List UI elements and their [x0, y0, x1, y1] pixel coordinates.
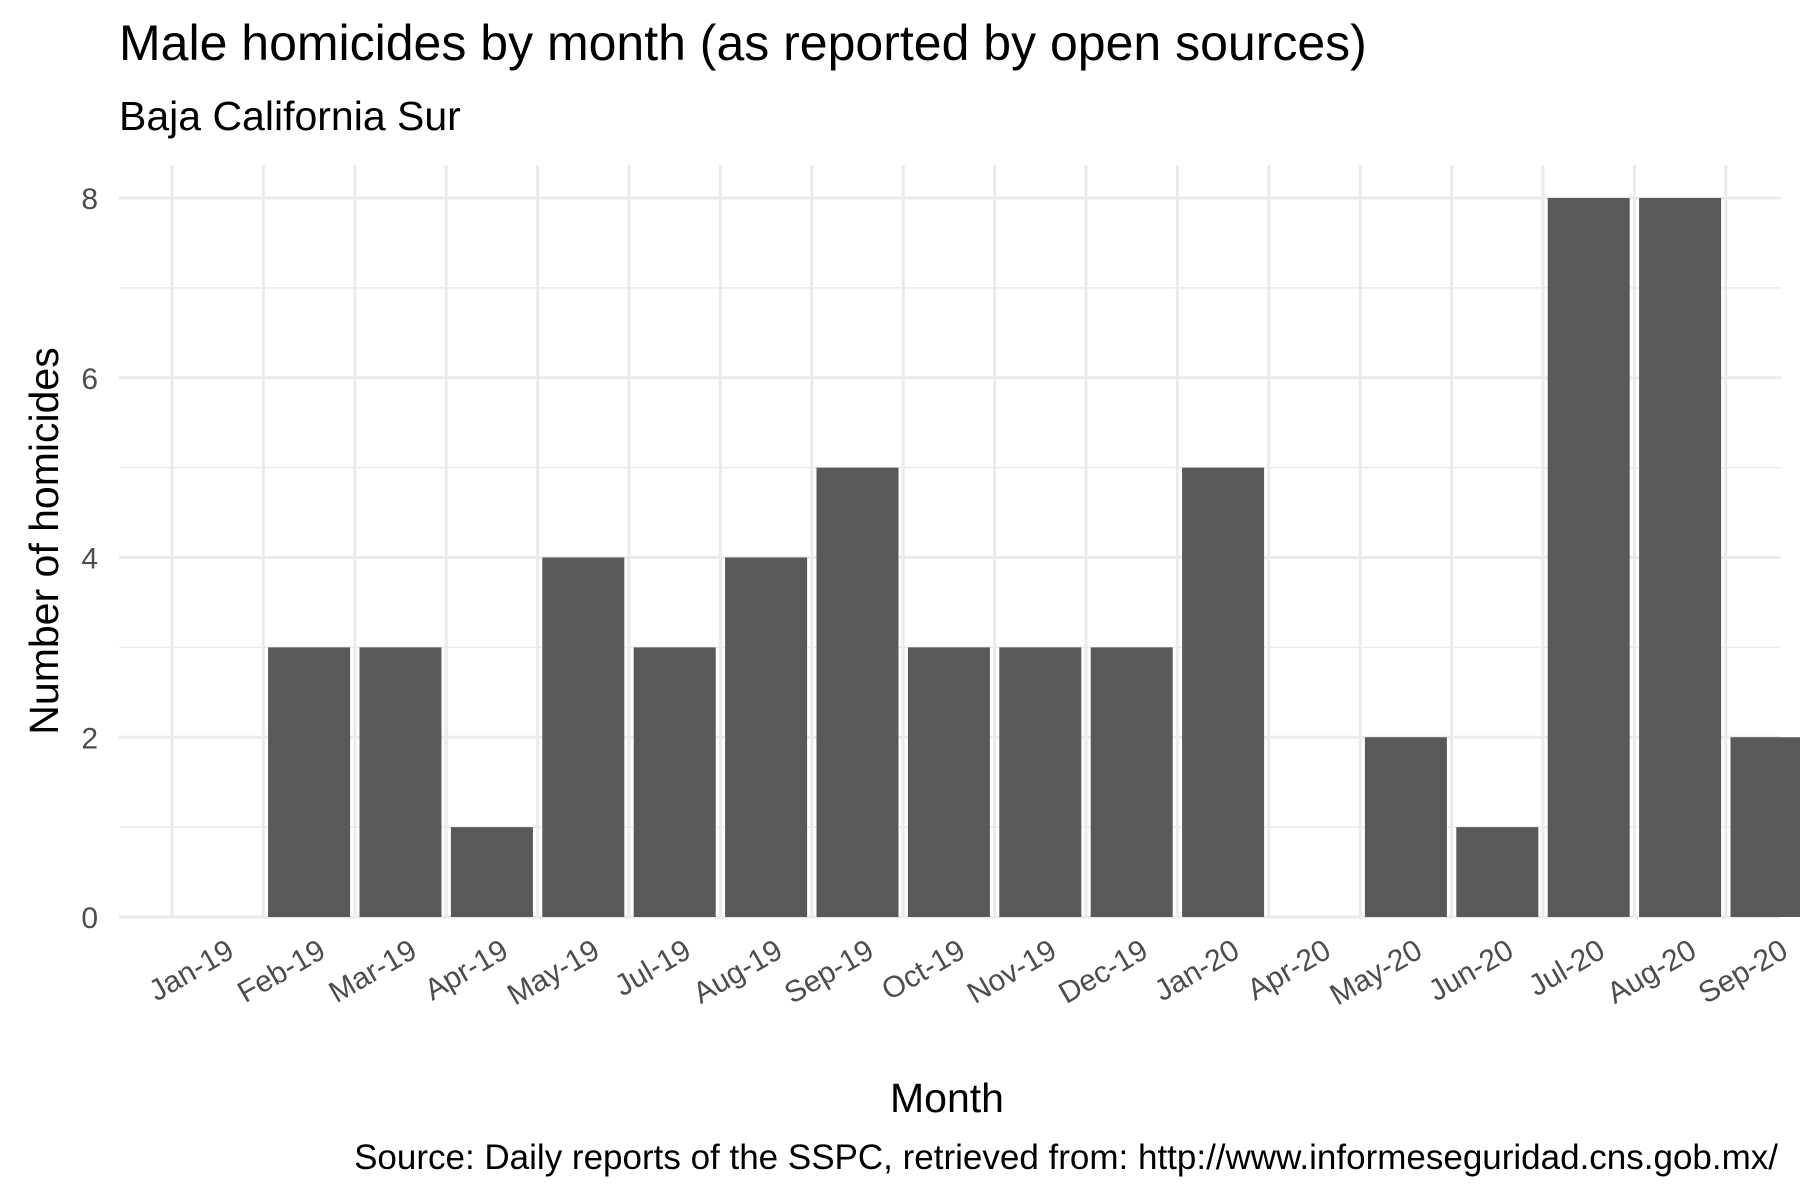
- x-tick-label: Mar-19: [324, 933, 423, 1009]
- x-tick-label: Aug-19: [688, 933, 788, 1010]
- y-axis-ticks: 0 2 4 6 8: [81, 183, 98, 935]
- y-tick-label: 6: [81, 363, 98, 396]
- chart-title: Male homicides by month (as reported by …: [119, 15, 1367, 71]
- bar: [542, 557, 625, 917]
- bar: [999, 647, 1082, 917]
- bar: [450, 827, 533, 917]
- bar: [907, 647, 990, 917]
- bar: [816, 467, 899, 917]
- y-tick-label: 8: [81, 183, 98, 216]
- bar: [1364, 737, 1447, 917]
- x-tick-label: Oct-19: [876, 933, 970, 1007]
- x-tick-label: May-19: [502, 933, 605, 1012]
- bar: [725, 557, 808, 917]
- y-tick-label: 0: [81, 902, 98, 935]
- bar: [359, 647, 442, 917]
- bars: [268, 198, 1800, 917]
- x-tick-label: Dec-19: [1053, 933, 1153, 1010]
- x-tick-label: Jun-20: [1423, 933, 1519, 1007]
- bar: [1639, 198, 1722, 917]
- y-tick-label: 4: [81, 543, 98, 576]
- grid-lines: [119, 165, 1781, 919]
- x-tick-label: Sep-20: [1693, 933, 1793, 1010]
- bar: [633, 647, 716, 917]
- x-tick-label: Apr-19: [419, 933, 513, 1007]
- bar: [1547, 198, 1630, 917]
- x-tick-label: Feb-19: [232, 933, 331, 1009]
- bar: [1090, 647, 1173, 917]
- y-axis-title: Number of homicides: [21, 347, 67, 734]
- x-tick-label: Aug-20: [1602, 933, 1702, 1010]
- x-tick-label: May-20: [1325, 933, 1428, 1012]
- x-tick-label: Apr-20: [1242, 933, 1336, 1007]
- bar: [1456, 827, 1539, 917]
- x-tick-label: Jul-20: [1523, 933, 1610, 1002]
- bar: [1182, 467, 1265, 917]
- chart-subtitle: Baja California Sur: [119, 93, 461, 139]
- x-tick-label: Nov-19: [962, 933, 1062, 1010]
- x-tick-label: Jan-19: [144, 933, 240, 1007]
- chart-caption: Source: Daily reports of the SSPC, retri…: [354, 1138, 1778, 1177]
- bar: [1730, 737, 1800, 917]
- x-tick-label: Jan-20: [1149, 933, 1245, 1007]
- x-axis-title: Month: [890, 1075, 1004, 1121]
- x-tick-label: Sep-19: [779, 933, 879, 1010]
- y-tick-label: 2: [81, 722, 98, 755]
- x-tick-label: Jul-19: [609, 933, 696, 1002]
- bar: [268, 647, 351, 917]
